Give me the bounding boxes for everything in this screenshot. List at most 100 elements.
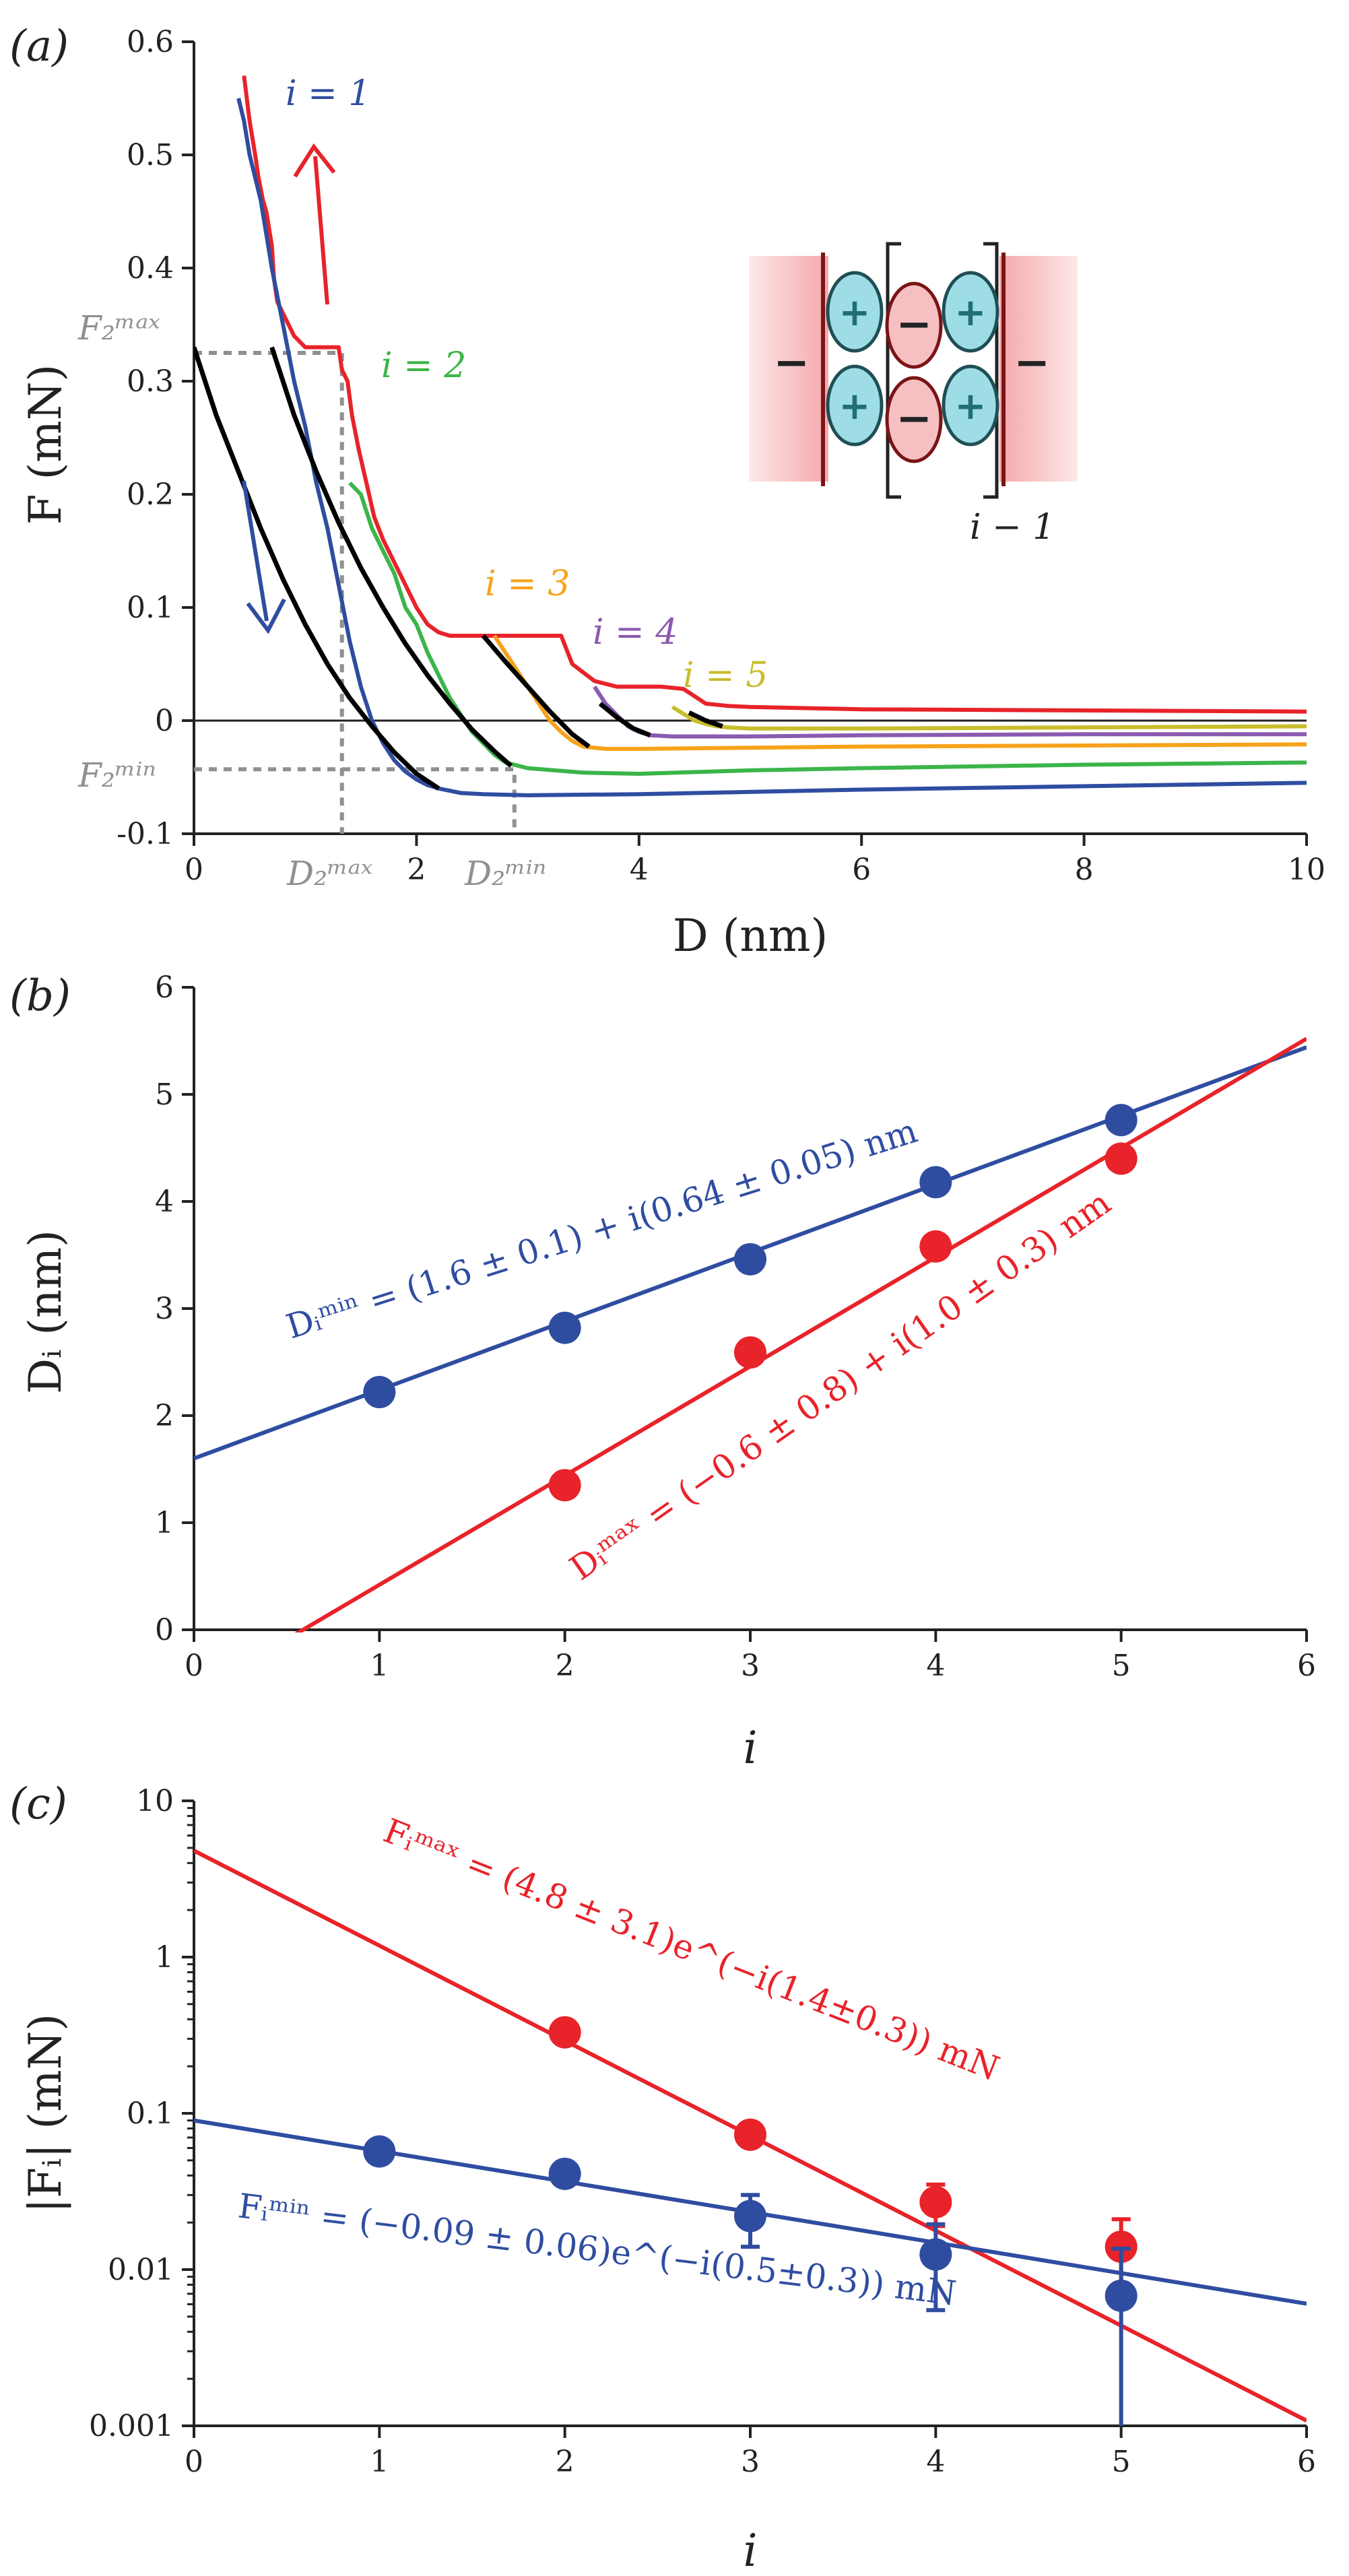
a-y-label: F (mN) (20, 364, 71, 525)
panel-label-b: (b) (9, 971, 71, 1021)
chart-c: 0 1 2 3 4 5 6 0.001 0.01 0.1 1 10 i |Fᵢ| (mN) Fᵢᵐᵃ… (20, 1784, 1316, 2576)
panel-label-c: (c) (9, 1779, 67, 1829)
c-point-blue (1105, 2279, 1138, 2312)
b-point-red (1105, 1142, 1138, 1175)
b-xtick-label: 4 (926, 1649, 945, 1683)
label-d2max: D₂ᵐᵃˣ (286, 854, 373, 893)
c-x-label: i (743, 2525, 757, 2576)
c-xtick-label: 2 (556, 2445, 574, 2479)
b-xtick-label: 2 (556, 1649, 574, 1683)
inset-schematic: + + + + − − − − i − 1 (749, 242, 1078, 548)
c-xtick-label: 0 (185, 2445, 203, 2479)
b-x-label: i (743, 1722, 757, 1774)
b-point-blue (919, 1166, 952, 1199)
inset-minus-2: − (896, 394, 932, 444)
c-y-label: |Fᵢ| (mN) (20, 2014, 71, 2213)
a-ytick-label: 0.3 (127, 364, 174, 399)
panel-label-a: (a) (9, 22, 69, 71)
b-xtick-label: 5 (1112, 1649, 1131, 1683)
label-i2: i = 2 (381, 345, 466, 386)
a-xtick-label: 4 (630, 853, 649, 887)
b-ytick-label: 1 (155, 1506, 174, 1540)
a-series-9 (598, 702, 651, 738)
b-point-red (919, 1230, 952, 1263)
b-ytick-label: 3 (155, 1292, 174, 1326)
a-ytick-label: 0 (155, 704, 174, 738)
a-series-10 (688, 711, 723, 729)
a-xtick-label: 0 (185, 853, 203, 887)
inset-plus-3: + (955, 291, 987, 335)
c-eq-max: Fᵢᵐᵃˣ = (4.8 ± 3.1)e^(−i(1.4±0.3)) mN (379, 1811, 1005, 2088)
a-series-7 (269, 346, 513, 768)
inset-plus-2: + (839, 385, 871, 428)
inset-plus-1: + (839, 291, 871, 335)
inset-minus-1: − (896, 300, 932, 350)
guide-f2min (194, 767, 517, 834)
a-xtick-label: 10 (1288, 853, 1325, 887)
a-ytick-label: 0.5 (127, 138, 174, 172)
c-point-red (548, 2016, 581, 2049)
chart-a: 0 2 4 6 8 10 -0.1 0 0.1 0.2 0.3 0.4 0.5 0.6 D (nm) F… (20, 25, 1325, 962)
a-series-1 (236, 98, 1307, 797)
label-i1: i = 1 (286, 73, 370, 114)
b-xtick-label: 0 (185, 1649, 203, 1683)
c-ytick-label: 0.001 (89, 2409, 174, 2443)
a-xtick-label: 6 (852, 853, 871, 887)
c-ytick-label: 0.1 (127, 2096, 174, 2131)
c-eq-min: Fᵢᵐⁱⁿ = (−0.09 ± 0.06)e^(−i(0.5±0.3)) mN (236, 2186, 958, 2313)
a-ytick-label: 0.4 (127, 251, 174, 286)
c-ytick-label: 0.01 (108, 2253, 174, 2287)
b-point-blue (363, 1376, 396, 1409)
approach-arrow (293, 143, 336, 305)
a-x-label: D (nm) (673, 910, 828, 962)
c-xtick-label: 1 (370, 2445, 389, 2479)
b-point-red (734, 1336, 766, 1369)
a-ytick-label: 0.2 (127, 477, 174, 512)
b-ytick-label: 5 (155, 1078, 174, 1112)
a-series-5 (671, 705, 1307, 731)
c-xtick-label: 3 (741, 2445, 760, 2479)
inset-label: i − 1 (970, 507, 1055, 548)
b-ytick-label: 6 (155, 970, 174, 1005)
b-xtick-label: 1 (370, 1649, 389, 1683)
b-point-blue (1105, 1104, 1138, 1137)
c-xtick-label: 4 (926, 2445, 945, 2479)
c-point-blue (548, 2157, 581, 2190)
label-i5: i = 5 (683, 655, 768, 696)
label-f2min: F₂ᵐⁱⁿ (77, 756, 156, 795)
a-series-3 (492, 634, 1307, 751)
c-point-red (919, 2185, 952, 2218)
b-point-blue (548, 1311, 581, 1344)
inset-plus-4: + (955, 385, 987, 428)
b-eq-min: Dᵢᵐⁱⁿ = (1.6 ± 0.1) + i(0.64 ± 0.05) nm (282, 1111, 922, 1347)
c-point-blue (734, 2200, 766, 2233)
retract-arrow (242, 480, 286, 634)
b-xtick-label: 6 (1297, 1649, 1316, 1683)
b-ytick-label: 4 (155, 1185, 174, 1219)
c-ytick-label: 10 (136, 1784, 174, 1818)
a-series-8 (481, 634, 591, 749)
c-xtick-label: 6 (1297, 2445, 1316, 2479)
a-ytick-label: -0.1 (117, 817, 174, 851)
guide-f2max (194, 351, 344, 834)
inset-minus-left: − (773, 338, 810, 388)
a-ytick-label: 0.6 (127, 25, 174, 59)
label-f2max: F₂ᵐᵃˣ (77, 308, 160, 348)
chart-b: 0 1 2 3 4 5 6 0 1 2 3 4 5 6 i Dᵢ (nm) Dᵢᵐⁱⁿ = (1.6 ±… (20, 970, 1316, 1774)
c-point-blue (363, 2135, 396, 2168)
c-xtick-label: 5 (1112, 2445, 1131, 2479)
inset-minus-right: − (1014, 338, 1050, 388)
label-i3: i = 3 (485, 564, 570, 604)
a-xtick-label: 8 (1075, 853, 1094, 887)
b-xtick-label: 3 (741, 1649, 760, 1683)
b-y-label: Dᵢ (nm) (20, 1230, 71, 1394)
label-i4: i = 4 (593, 612, 678, 653)
b-ytick-label: 2 (155, 1399, 174, 1433)
b-point-blue (734, 1243, 766, 1276)
b-ytick-label: 0 (155, 1613, 174, 1647)
a-xtick-label: 2 (407, 853, 426, 887)
label-d2min: D₂ᵐⁱⁿ (464, 854, 546, 893)
c-point-blue (919, 2238, 952, 2271)
c-point-red (734, 2118, 766, 2151)
